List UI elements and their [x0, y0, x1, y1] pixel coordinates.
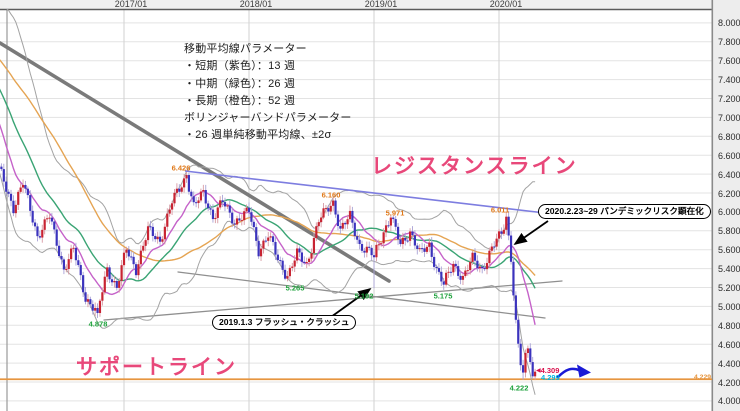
sma13-line [0, 123, 536, 325]
candlesticks [0, 163, 537, 381]
moving-averages [0, 59, 536, 325]
gridlines [0, 0, 714, 411]
top-margin [0, 0, 740, 10]
trendline-rising-support [103, 280, 563, 321]
pandemic-arrow [513, 220, 549, 246]
right-arrow-icon [556, 364, 591, 379]
trendline-major-downtrend [0, 41, 391, 283]
right-margin [712, 0, 740, 411]
bollinger-bands [0, 9, 536, 395]
resistance-line [184, 170, 546, 214]
flash-crash-arrow [330, 287, 372, 318]
sma52-line [0, 59, 536, 276]
sma26-line [0, 88, 536, 289]
